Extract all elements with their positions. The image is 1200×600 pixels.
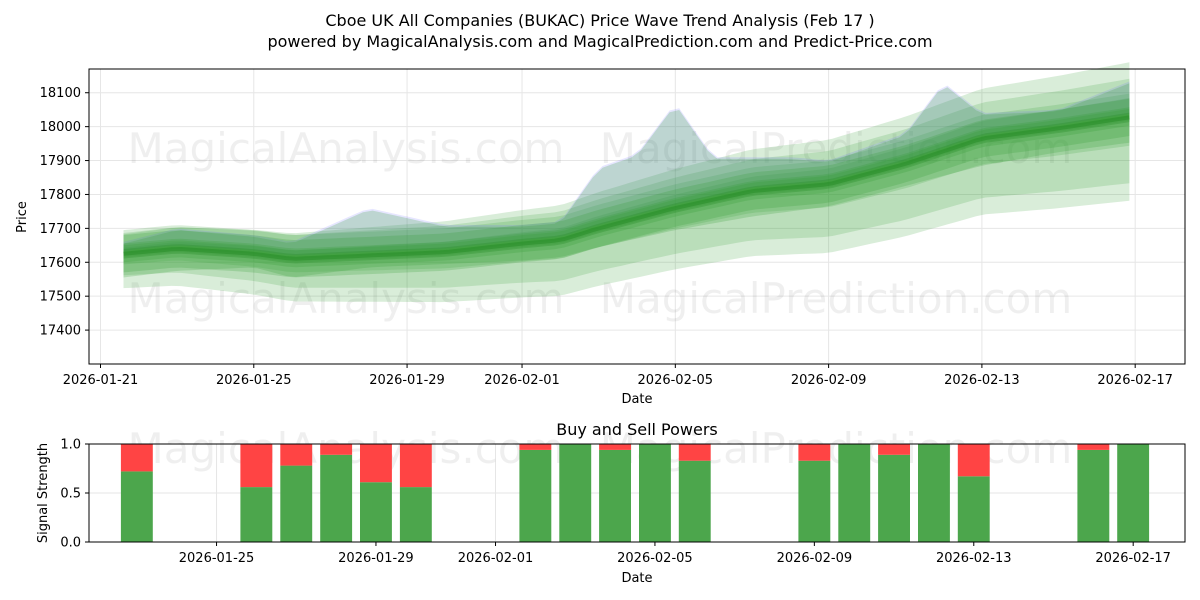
buy-power-bar bbox=[120, 471, 153, 542]
price-y-axis-label: Price bbox=[15, 201, 30, 233]
buy-power-bar bbox=[639, 444, 671, 542]
watermark-prediction-bottom: MagicalPrediction.com bbox=[600, 274, 1073, 323]
sell-power-bar bbox=[120, 444, 153, 472]
buy-power-bar bbox=[957, 476, 990, 542]
price-x-tick-label: 2026-02-05 bbox=[638, 373, 714, 388]
sell-power-bar bbox=[240, 444, 273, 488]
power-y-tick-label: 1.0 bbox=[60, 438, 81, 453]
power-x-axis-label: Date bbox=[621, 571, 652, 586]
price-x-tick-label: 2026-02-01 bbox=[484, 373, 560, 388]
buy-power-bar bbox=[559, 444, 592, 542]
watermark-analysis-bottom: MagicalAnalysis.com bbox=[128, 274, 565, 323]
price-x-tick-label: 2026-02-13 bbox=[944, 373, 1020, 388]
power-x-tick-label: 2026-02-09 bbox=[777, 551, 853, 566]
price-x-tick-label: 2026-01-29 bbox=[369, 373, 445, 388]
price-fan-band bbox=[123, 93, 1130, 263]
price-fan-band bbox=[123, 78, 1130, 288]
sell-power-bar bbox=[878, 444, 910, 455]
buy-power-bar bbox=[599, 449, 631, 542]
sell-power-bar bbox=[599, 444, 631, 450]
power-y-ticks: 0.0 0.5 1.0 bbox=[60, 438, 89, 551]
power-y-tick-label: 0.0 bbox=[60, 536, 81, 551]
power-x-tick-label: 2026-01-29 bbox=[338, 551, 414, 566]
price-watermarks: MagicalAnalysis.com MagicalPrediction.co… bbox=[128, 124, 1073, 323]
buy-power-bar bbox=[918, 444, 950, 542]
power-x-tick-label: 2026-01-25 bbox=[179, 551, 255, 566]
buy-power-bar bbox=[360, 482, 392, 542]
price-x-ticks: 2026-01-21 2026-01-25 2026-01-29 2026-02-01… bbox=[63, 364, 1173, 388]
price-x-tick-label: 2026-01-25 bbox=[216, 373, 292, 388]
chart-subtitle: powered by MagicalAnalysis.com and Magic… bbox=[267, 32, 932, 51]
price-y-tick-label: 17500 bbox=[40, 290, 81, 305]
sell-power-bar bbox=[957, 444, 990, 477]
buy-power-bar bbox=[519, 449, 552, 542]
price-panel: MagicalAnalysis.com MagicalPrediction.co… bbox=[15, 62, 1186, 407]
power-x-ticks: 2026-01-25 2026-01-29 2026-02-01 2026-02-05… bbox=[179, 542, 1171, 566]
buy-power-bar bbox=[280, 465, 313, 542]
watermark-prediction-top: MagicalPrediction.com bbox=[600, 124, 1073, 173]
power-x-tick-label: 2026-02-17 bbox=[1095, 551, 1171, 566]
watermark-analysis-top: MagicalAnalysis.com bbox=[128, 124, 565, 173]
buy-power-bar bbox=[399, 487, 432, 542]
price-fan-band bbox=[123, 97, 1130, 303]
price-x-axis-label: Date bbox=[621, 392, 652, 407]
power-y-tick-label: 0.5 bbox=[60, 487, 81, 502]
price-core-band bbox=[123, 112, 1130, 264]
sell-power-bar bbox=[320, 444, 353, 455]
price-y-tick-label: 17900 bbox=[40, 154, 81, 169]
sell-power-bar bbox=[399, 444, 432, 488]
power-x-tick-label: 2026-02-13 bbox=[936, 551, 1012, 566]
price-x-tick-label: 2026-01-21 bbox=[63, 373, 139, 388]
sell-power-bar bbox=[280, 444, 313, 466]
price-y-tick-label: 17700 bbox=[40, 222, 81, 237]
sell-power-bar bbox=[678, 444, 711, 461]
price-y-tick-label: 18100 bbox=[40, 86, 81, 101]
price-x-tick-label: 2026-02-09 bbox=[791, 373, 867, 388]
price-mid-band bbox=[123, 108, 1130, 278]
price-mid-band bbox=[123, 83, 1130, 278]
power-y-axis-label: Signal Strength bbox=[36, 443, 51, 543]
buy-power-bar bbox=[678, 460, 711, 542]
buy-power-bar bbox=[798, 460, 831, 542]
price-plot-frame bbox=[88, 68, 1186, 365]
price-bands bbox=[123, 62, 1130, 303]
sell-power-bar bbox=[798, 444, 831, 461]
buy-power-bar bbox=[320, 454, 353, 542]
power-panel: Buy and Sell Powers MagicalAnalysis.com … bbox=[36, 420, 1186, 586]
power-plot-frame bbox=[88, 443, 1186, 543]
buy-power-bar bbox=[1117, 444, 1150, 542]
price-y-tick-label: 17600 bbox=[40, 256, 81, 271]
price-y-ticks: 17400 17500 17600 17700 17800 17900 18000 18100 bbox=[40, 86, 89, 339]
price-trend-line bbox=[123, 115, 1130, 261]
sell-power-bar bbox=[519, 444, 552, 450]
price-mid-band bbox=[123, 98, 1130, 259]
chart-title: Cboe UK All Companies (BUKAC) Price Wave… bbox=[325, 11, 874, 30]
buy-power-bar bbox=[838, 444, 871, 542]
buy-power-bar bbox=[878, 454, 910, 542]
power-title: Buy and Sell Powers bbox=[556, 420, 718, 439]
price-x-tick-label: 2026-02-17 bbox=[1097, 373, 1173, 388]
power-x-tick-label: 2026-02-05 bbox=[617, 551, 693, 566]
price-y-tick-label: 18000 bbox=[40, 120, 81, 135]
buy-power-bar bbox=[1077, 449, 1110, 542]
power-x-tick-label: 2026-02-01 bbox=[458, 551, 534, 566]
watermark-prediction-sub: MagicalPrediction.com bbox=[600, 424, 1073, 473]
sell-power-bar bbox=[360, 444, 392, 483]
price-y-tick-label: 17400 bbox=[40, 324, 81, 339]
power-bars bbox=[120, 444, 1150, 542]
buy-power-bar bbox=[240, 487, 273, 542]
price-grid bbox=[89, 69, 1185, 364]
sell-power-bar bbox=[1077, 444, 1110, 450]
price-wave-band bbox=[123, 81, 1130, 256]
price-y-tick-label: 17800 bbox=[40, 188, 81, 203]
